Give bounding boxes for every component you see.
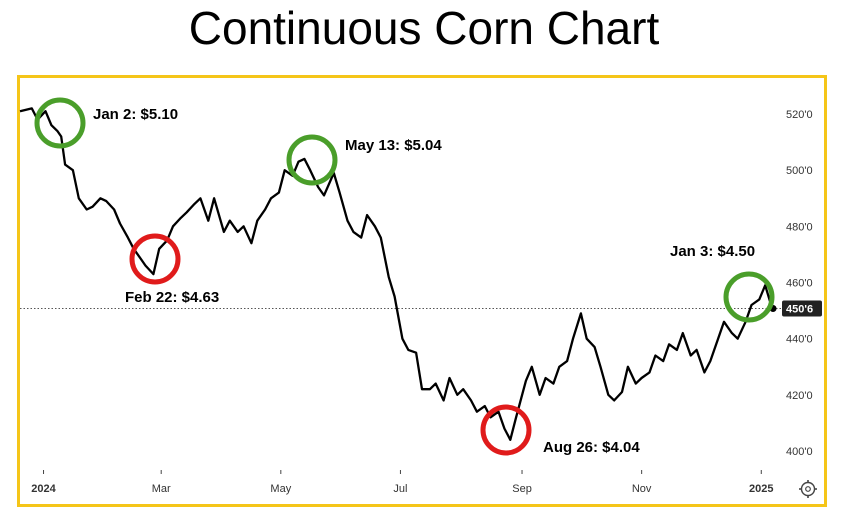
y-tick-label: 460'0 <box>786 278 813 290</box>
low-marker-circle <box>129 233 181 285</box>
chart-title: Continuous Corn Chart <box>188 2 660 54</box>
x-axis: 2024 Mar May Jul Sep Nov 2025 <box>31 470 774 495</box>
chart-frame <box>17 75 827 507</box>
annotations: Jan 2: $5.10 Feb 22: $4.63 May 13: $5.04 Au… <box>34 97 775 456</box>
high-marker-circle <box>723 271 775 323</box>
x-tick-label: Nov <box>632 483 652 495</box>
annotation-label: Aug 26: $4.04 <box>543 439 640 456</box>
x-tick-label: 2025 <box>749 483 773 495</box>
high-marker-circle <box>34 97 86 149</box>
current-price-label: 450'6 <box>786 303 813 315</box>
price-series-line <box>19 107 775 441</box>
x-tick-label: Mar <box>152 483 171 495</box>
y-tick-label: 420'0 <box>786 390 813 402</box>
gear-icon[interactable] <box>799 480 817 498</box>
annotation-label: Feb 22: $4.63 <box>125 289 219 306</box>
y-tick-label: 400'0 <box>786 446 813 458</box>
x-tick-label: Sep <box>512 483 532 495</box>
y-tick-label: 520'0 <box>786 109 813 121</box>
high-marker-circle <box>286 134 338 186</box>
y-tick-label: 500'0 <box>786 165 813 177</box>
y-tick-label: 480'0 <box>786 221 813 233</box>
current-price-tag <box>782 300 822 317</box>
low-marker-circle <box>480 404 532 456</box>
annotation-label: May 13: $5.04 <box>345 137 442 154</box>
x-tick-label: May <box>270 483 291 495</box>
y-tick-label: 440'0 <box>786 334 813 346</box>
annotation-label: Jan 2: $5.10 <box>93 106 178 123</box>
y-axis: 400'0 420'0 440'0 460'0 480'0 500'0 520'0 450'6 <box>782 109 822 458</box>
annotation-label: Jan 3: $4.50 <box>670 243 755 260</box>
x-tick-label: Jul <box>393 483 407 495</box>
x-tick-label: 2024 <box>31 483 56 495</box>
